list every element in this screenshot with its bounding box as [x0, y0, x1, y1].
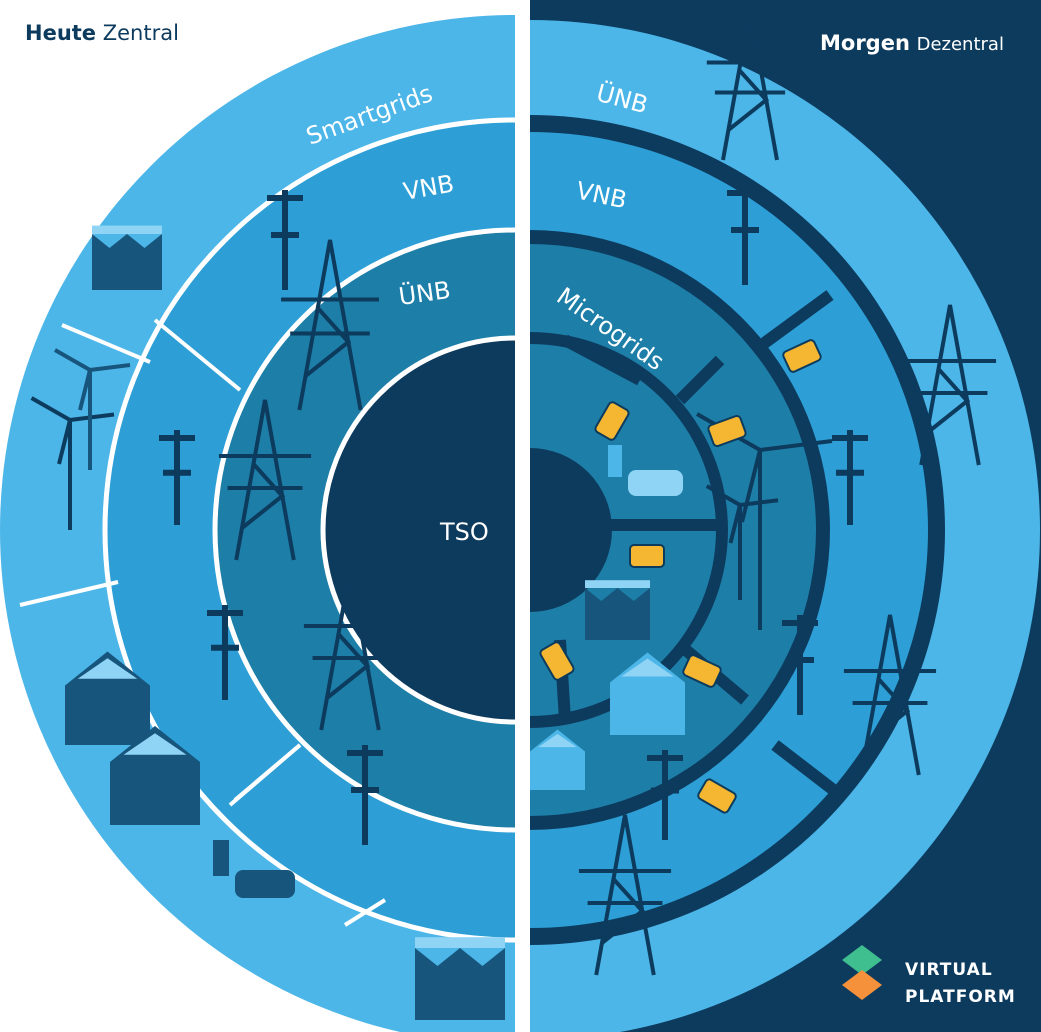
ring-label: TSO — [439, 518, 489, 546]
ev-car — [235, 870, 295, 898]
title-bold: Morgen — [820, 31, 910, 55]
left-title: Heute Zentral — [25, 21, 179, 45]
factory-roof — [92, 226, 162, 234]
infographic: Heute Zentral Morgen Dezentral Smartgrid… — [0, 0, 1041, 1032]
logo-text: VIRTUAL — [905, 960, 993, 980]
ev-charger — [608, 445, 622, 477]
ev-car — [628, 470, 683, 496]
factory-roof — [585, 580, 650, 588]
title: Dezentral — [917, 34, 1004, 55]
title: Zentral — [103, 21, 179, 45]
ev-charger — [213, 840, 229, 876]
logo-text: PLATFORM — [905, 987, 1016, 1007]
right-title: Morgen Dezentral — [820, 31, 1004, 55]
title-bold: Heute — [25, 21, 96, 45]
factory-roof — [415, 937, 505, 948]
battery — [630, 545, 664, 567]
